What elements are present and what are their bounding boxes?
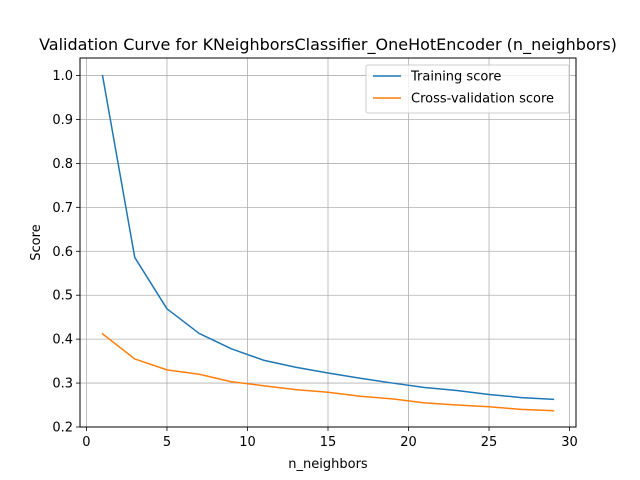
y-tick-label: 0.5 [52,289,73,304]
series-lines [101,74,555,412]
y-tick-label: 0.7 [52,201,73,216]
x-tick-label: 25 [481,435,498,450]
series-line-1 [101,332,555,412]
x-tick-label: 5 [163,435,171,450]
y-tick-label: 0.8 [52,157,73,172]
legend: Training score Cross-validation score [365,64,570,114]
y-tick-label: 0.9 [52,113,73,128]
y-tick-label: 0.6 [52,245,73,260]
x-tick-label: 20 [400,435,417,450]
x-tick-label: 0 [82,435,90,450]
chart-title: Validation Curve for KNeighborsClassifie… [39,35,617,55]
y-tick-label: 0.3 [52,377,73,392]
x-tick-label: 15 [320,435,337,450]
x-tick-label: 10 [239,435,256,450]
legend-label-1: Cross-validation score [411,92,554,107]
y-tick-label: 1.0 [52,69,73,84]
legend-box [365,64,570,114]
x-axis-label: n_neighbors [288,457,368,472]
legend-label-0: Training score [410,70,501,85]
y-axis-label: Score [29,224,44,260]
x-tick-label: 30 [561,435,578,450]
plot-area-frame [79,57,577,428]
axis-ticks: 0 5 10 15 20 25 30 0.2 0.3 0.4 0.5 0.6 0.7 0.8 0.9 1.0 [52,69,578,450]
series-line-0 [101,74,555,401]
y-tick-label: 0.4 [52,333,73,348]
y-tick-label: 0.2 [52,421,73,436]
